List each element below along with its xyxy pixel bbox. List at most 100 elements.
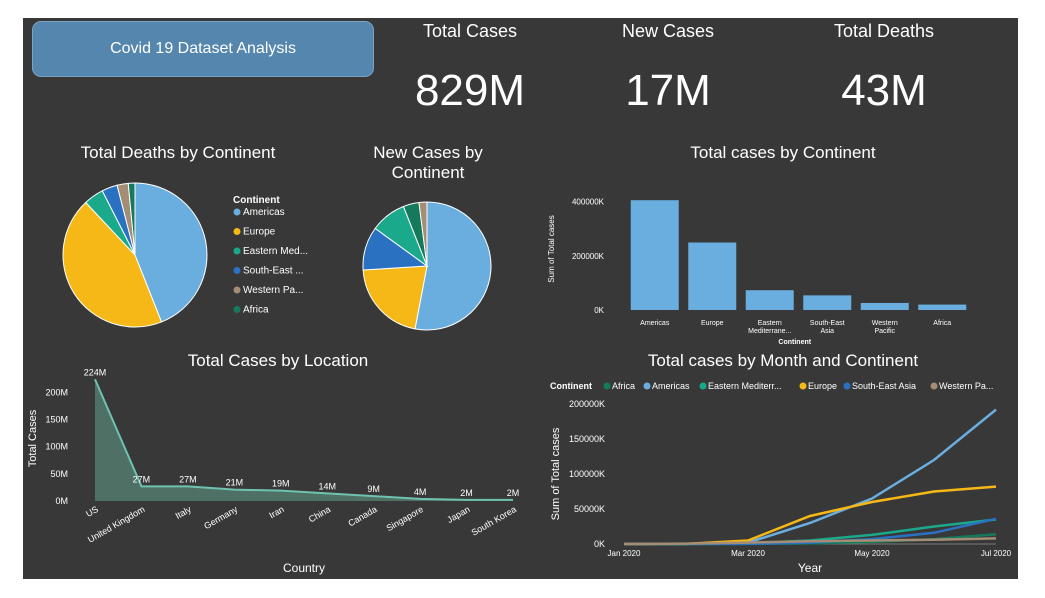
area-fill [95, 379, 513, 501]
bar-xaxis-label: Continent [778, 339, 811, 346]
deaths-legend-label-americas: Americas [243, 207, 285, 218]
line-legend-label-europe: Europe [808, 381, 837, 391]
bar-xtick-europe: Europe [701, 320, 724, 327]
line-xtick-mar-2020: Mar 2020 [731, 549, 765, 558]
line-series-western-pacific [623, 537, 997, 546]
area-data-label-italy: 27M [179, 474, 197, 484]
kpi-new-cases-value: 17M [625, 66, 711, 115]
line-ytick: 50000K [574, 504, 605, 514]
area-xtick-japan: Japan [445, 504, 471, 525]
dashboard-title-button[interactable]: Covid 19 Dataset Analysis [32, 21, 374, 77]
area-xtick-italy: Italy [174, 504, 194, 521]
area-line [94, 378, 513, 501]
deaths-legend-label-south-east: South-East ... [243, 266, 304, 277]
cases-bar-title: Total cases by Continent [690, 143, 876, 162]
bar-ytick: 200000K [572, 252, 605, 261]
bar-xtick-americas: Americas [640, 320, 670, 327]
kpi-total-cases-label: Total Cases [422, 21, 518, 41]
area-ytick: 0M [55, 496, 68, 506]
line-legend-label-south-east-asia: South-East Asia [852, 381, 916, 391]
area-data-label-united-kingdom: 27M [133, 474, 151, 484]
deaths-pie-title: Total Deaths by Continent [80, 143, 276, 162]
line-ytick: 100000K [569, 469, 605, 479]
area-data-label-south-korea: 2M [507, 488, 520, 498]
line-series-europe [623, 485, 997, 546]
line-legend-marker-eastern-mediterr [699, 382, 707, 390]
kpi-total-deaths-label: Total Deaths [833, 21, 935, 41]
bar-africa [918, 304, 967, 310]
deaths-legend-marker-europe [233, 228, 241, 235]
deaths-pie-slice-americas [134, 182, 208, 323]
deaths-legend-marker-south-east [233, 267, 241, 274]
area-xtick-china: China [307, 504, 332, 524]
bar-ytick: 400000K [572, 198, 605, 207]
line-legend-marker-africa [603, 382, 611, 390]
dashboard-canvas: Covid 19 Dataset Analysis Total Cases 82… [23, 18, 1018, 579]
deaths-legend-marker-africa [233, 306, 241, 313]
area-xtick-us: US [84, 504, 100, 519]
line-yaxis-label: Sum of Total cases [550, 427, 562, 520]
line-legend-marker-western-pa [930, 382, 938, 390]
line-ytick: 0K [594, 539, 605, 549]
line-xtick-may-2020: May 2020 [854, 549, 890, 558]
bar-xtick-western-pacific: Pacific [874, 328, 895, 335]
kpi-total-cases-value: 829M [414, 66, 526, 115]
area-xtick-iran: Iran [267, 504, 285, 520]
bar-xtick-eastern-mediterrane: Eastern [758, 320, 782, 327]
bar-ytick: 0K [594, 306, 604, 315]
bar-xtick-africa: Africa [933, 320, 951, 327]
area-xtick-singapore: Singapore [385, 504, 426, 533]
bar-yaxis-label: Sum of Total cases [547, 215, 556, 282]
deaths-legend-marker-americas [233, 208, 241, 216]
bar-xtick-eastern-mediterrane: Mediterrane... [748, 328, 791, 335]
kpi-new-cases-label: New Cases [621, 21, 715, 41]
line-legend-label-western-pa: Western Pa... [939, 381, 993, 391]
area-xtick-canada: Canada [346, 504, 378, 528]
area-data-label-germany: 21M [226, 478, 244, 488]
deaths-legend-marker-eastern-med [233, 247, 241, 255]
deaths-pie-slice-africa [127, 182, 136, 256]
area-data-label-japan: 2M [460, 488, 473, 498]
line-legend-marker-americas [643, 382, 651, 390]
line-xaxis-label: Year [798, 561, 822, 575]
charts-svg: Continent Americas Europe Eastern Med... Sou… [27, 182, 1012, 575]
line-legend-marker-south-east-asia [843, 382, 851, 390]
bar-americas [630, 200, 679, 310]
deaths-pie-slice-europe [62, 201, 163, 328]
area-ytick: 200M [45, 387, 68, 397]
deaths-legend-marker-western-pa [233, 286, 241, 294]
area-ytick: 100M [45, 442, 68, 452]
line-legend-label-africa: Africa [612, 381, 635, 391]
newcases-pie-title: New Cases by Continent [373, 143, 483, 182]
newcases-pie-slice-europe [362, 265, 428, 330]
line-legend-label-americas: Americas [652, 381, 690, 391]
deaths-legend-label-africa: Africa [243, 305, 269, 316]
line-legend-marker-europe [799, 382, 807, 390]
line-xtick-jul-2020: Jul 2020 [981, 549, 1012, 558]
line-series-americas [623, 408, 997, 546]
area-data-label-canada: 9M [367, 484, 380, 494]
newcases-pie-slice-western-pacific [418, 201, 428, 267]
deaths-legend-label-western-pa: Western Pa... [243, 285, 303, 296]
line-xtick-jan-2020: Jan 2020 [608, 549, 641, 558]
area-data-label-singapore: 4M [414, 487, 427, 497]
kpi-total-deaths-value: 43M [841, 66, 927, 115]
bar-xtick-south-east-asia: Asia [820, 328, 834, 335]
bar-eastern-mediterrane [745, 290, 794, 310]
bar-europe [688, 242, 737, 310]
bar-western-pacific [860, 302, 909, 310]
area-data-label-china: 14M [318, 481, 336, 491]
line-legend-label-eastern-mediterr: Eastern Mediterr... [708, 381, 782, 391]
month-line-title: Total cases by Month and Continent [647, 351, 919, 370]
line-ytick: 150000K [569, 434, 605, 444]
deaths-legend-label-eastern-med: Eastern Med... [243, 246, 308, 257]
newcases-pie-slice-americas [414, 201, 492, 331]
deaths-legend-label-europe: Europe [243, 227, 276, 238]
line-legend-title: Continent [550, 381, 592, 391]
location-area-title: Total Cases by Location [187, 351, 369, 370]
area-xtick-south-korea: South Korea [470, 504, 518, 538]
bar-xtick-western-pacific: Western [872, 320, 898, 327]
area-data-label-iran: 19M [272, 479, 290, 489]
bar-south-east-asia [803, 295, 852, 310]
line-ytick: 200000K [569, 399, 605, 409]
